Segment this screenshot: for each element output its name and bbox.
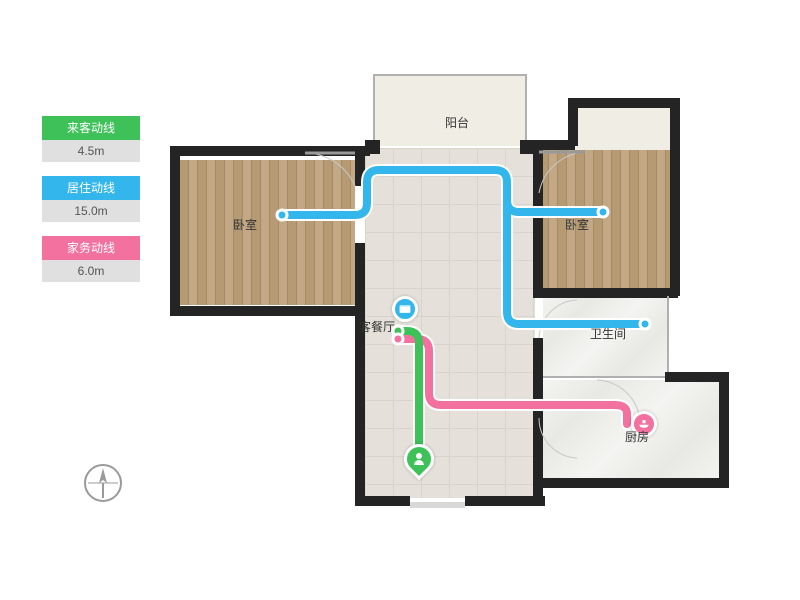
entrance	[410, 502, 465, 508]
route-chore	[398, 339, 627, 424]
label-bedroom-r: 卧室	[565, 216, 589, 233]
wall	[170, 146, 180, 316]
label-bath: 卫生间	[590, 325, 626, 342]
route-living-outline	[282, 170, 645, 324]
label-living: 客餐厅	[359, 318, 395, 335]
label-kitchen: 厨房	[625, 428, 649, 445]
floorplan-canvas: { "legend": { "items": [ { "title": "来客动…	[0, 0, 800, 600]
legend: 来客动线 4.5m 居住动线 15.0m 家务动线 6.0m	[42, 116, 140, 296]
floor-plan: 阳台 卧室 卧室 客餐厅 卫生间 厨房	[185, 48, 745, 568]
legend-value: 15.0m	[42, 200, 140, 222]
label-balcony: 阳台	[445, 114, 469, 131]
legend-title: 家务动线	[42, 236, 140, 260]
legend-title: 居住动线	[42, 176, 140, 200]
node-entry-pin-icon	[404, 444, 434, 482]
legend-item-living: 居住动线 15.0m	[42, 176, 140, 222]
legend-item-guest: 来客动线 4.5m	[42, 116, 140, 162]
label-bedroom-l: 卧室	[233, 216, 257, 233]
route-living	[282, 170, 645, 324]
legend-value: 4.5m	[42, 140, 140, 162]
legend-title: 来客动线	[42, 116, 140, 140]
legend-item-chore: 家务动线 6.0m	[42, 236, 140, 282]
compass-icon	[80, 460, 126, 506]
node-living-icon	[392, 296, 418, 322]
legend-value: 6.0m	[42, 260, 140, 282]
